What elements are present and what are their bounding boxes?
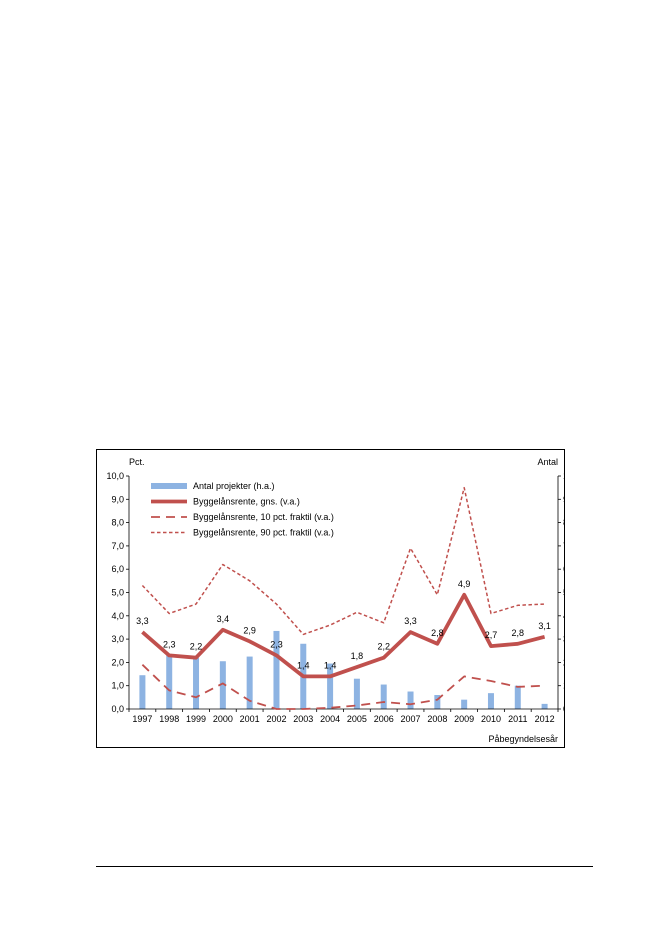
left-tick-label: 1,0 (111, 681, 124, 691)
bar (273, 630, 280, 709)
chart-svg: Pct. Antal Påbegyndelsesår 0,0 1,0 2,0 3,0 4… (106, 457, 564, 744)
x-tick-label: 2006 (374, 714, 394, 724)
right-tick-label: 600 (563, 564, 564, 574)
data-label: 4,9 (458, 579, 471, 589)
x-tick-label: 2011 (508, 714, 527, 724)
series-line (141, 664, 545, 710)
bar (246, 656, 253, 709)
bar (219, 661, 226, 709)
left-tick-label: 0,0 (111, 704, 124, 714)
x-tick-label: 2008 (427, 714, 447, 724)
legend-label: Antal projekter (h.a.) (193, 481, 275, 491)
right-tick-label: 400 (563, 611, 564, 621)
data-label: 2,3 (270, 639, 283, 649)
right-tick-label: 700 (563, 541, 564, 551)
left-tick-label: 6,0 (111, 564, 124, 574)
right-tick-label: 500 (563, 588, 564, 598)
bar (514, 685, 521, 709)
left-tick-label: 9,0 (111, 494, 124, 504)
bar (139, 675, 146, 709)
data-label: 1,8 (351, 651, 364, 661)
x-tick-label: 2007 (401, 714, 421, 724)
series-line (141, 486, 545, 636)
bar (353, 678, 360, 709)
x-tick-label: 2000 (213, 714, 233, 724)
data-label: 2,9 (243, 625, 256, 635)
x-axis-title: Påbegyndelsesår (488, 734, 558, 744)
right-tick-label: 300 (563, 634, 564, 644)
bar (434, 695, 441, 709)
page-footer-rule (96, 866, 593, 867)
x-tick-label: 2001 (240, 714, 260, 724)
right-tick-label: 800 (563, 518, 564, 528)
right-tick-label: 900 (563, 494, 564, 504)
x-tick-label: 2005 (347, 714, 367, 724)
legend-label: Byggelånsrente, 10 pct. fraktil (v.a.) (193, 512, 334, 522)
bar (487, 693, 494, 709)
line-group (141, 486, 546, 710)
left-tick-label: 4,0 (111, 611, 124, 621)
data-label: 2,3 (163, 639, 176, 649)
bar (407, 691, 414, 709)
right-tick-label: 200 (563, 657, 564, 667)
left-tick-label: 2,0 (111, 657, 124, 667)
x-tick-label: 1998 (159, 714, 179, 724)
x-tick-label: 2002 (266, 714, 286, 724)
right-axis-title: Antal (537, 457, 558, 467)
right-tick-label: 100 (563, 681, 564, 691)
x-tick-label: 2004 (320, 714, 340, 724)
x-tick-label: 2003 (293, 714, 313, 724)
data-label: 1,4 (324, 660, 337, 670)
right-tick-label: 0 (563, 704, 564, 714)
bar (327, 663, 334, 709)
data-label: 3,1 (538, 621, 551, 631)
data-label-group: 3,3 2,3 2,2 3,4 2,9 2,3 1,4 1,4 1,8 2,2 3,3 2,8 4,9 2… (136, 579, 551, 671)
right-tick-label: 1000 (563, 471, 564, 481)
x-tick-label: 2010 (481, 714, 501, 724)
data-label: 3,4 (217, 614, 230, 624)
data-label: 2,7 (485, 630, 498, 640)
data-label: 2,8 (512, 628, 525, 638)
data-label: 2,8 (431, 628, 444, 638)
left-tick-label: 8,0 (111, 518, 124, 528)
axes-group: 0,0 1,0 2,0 3,0 4,0 5,0 6,0 7,0 8,0 9,0 10,0 0 100 20… (106, 471, 564, 724)
bar (380, 684, 387, 709)
left-tick-label: 10,0 (106, 471, 124, 481)
bar (541, 703, 548, 709)
left-tick-label: 5,0 (111, 588, 124, 598)
data-label: 2,2 (377, 642, 390, 652)
data-label: 3,3 (136, 616, 149, 626)
x-tick-label: 1999 (186, 714, 206, 724)
data-label: 1,4 (297, 660, 310, 670)
left-tick-label: 3,0 (111, 634, 124, 644)
chart-frame: Pct. Antal Påbegyndelsesår 0,0 1,0 2,0 3,0 4… (96, 449, 565, 748)
bar (166, 654, 173, 709)
legend-bar-swatch (151, 483, 187, 489)
legend: Antal projekter (h.a.) Byggelånsrente, gn… (151, 481, 334, 538)
left-axis-title: Pct. (129, 457, 145, 467)
legend-label: Byggelånsrente, gns. (v.a.) (193, 497, 300, 507)
data-label: 2,2 (190, 642, 203, 652)
series-line (141, 592, 546, 679)
left-tick-label: 7,0 (111, 541, 124, 551)
bar (193, 657, 200, 709)
x-tick-label: 2012 (535, 714, 555, 724)
legend-label: Byggelånsrente, 90 pct. fraktil (v.a.) (193, 528, 334, 538)
x-tick-label: 1997 (132, 714, 152, 724)
x-tick-label: 2009 (454, 714, 474, 724)
bar (461, 699, 468, 709)
data-label: 3,3 (404, 616, 417, 626)
